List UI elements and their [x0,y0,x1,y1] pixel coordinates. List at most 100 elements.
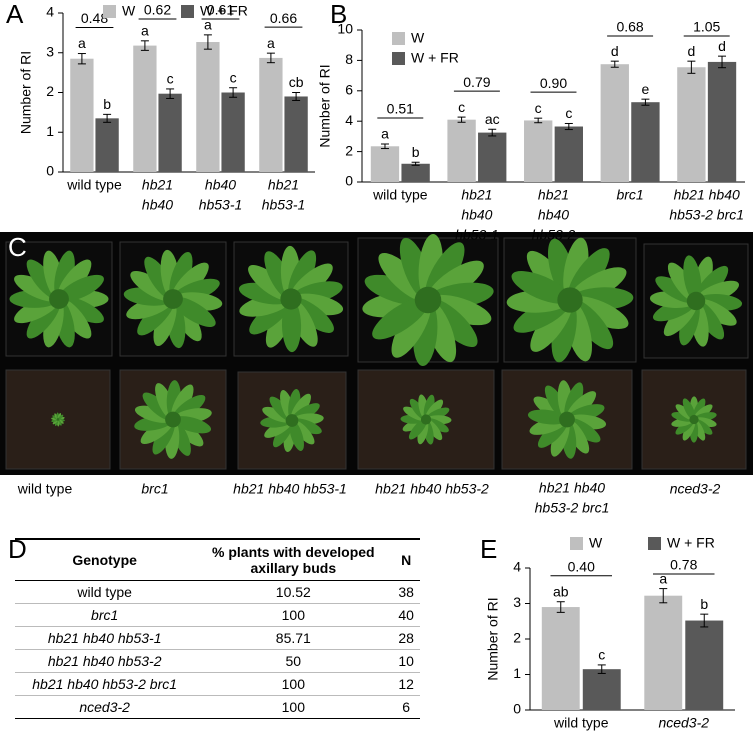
table-cell: hb21 hb40 hb53-1 [15,626,195,650]
rosette-center [557,287,583,313]
rosette-center [414,286,442,314]
ratio-label: 0.68 [616,19,643,35]
y-tick-label: 4 [513,559,521,575]
x-tick-label: hb53-2 brc1 [669,207,744,223]
legend-swatch [570,537,583,550]
leaf [58,274,104,302]
bar [70,58,94,172]
error-bar [687,60,696,74]
y-tick-label: 0 [345,173,353,189]
y-tick-label: 2 [345,142,353,158]
rosette-center [56,418,60,421]
y-tick-label: 6 [345,82,353,98]
table-row: nced3-2 100 6 [15,695,420,719]
significance-letter: a [267,35,275,51]
legend-label: W + FR [200,3,248,19]
y-tick-label: 1 [46,123,54,139]
error-bar [166,88,175,99]
bar [582,669,621,710]
genotype-table: Genotype% plants with developed axillary… [15,538,420,719]
significance-letter: d [611,43,619,59]
significance-letter: c [598,647,605,663]
legend-swatch [103,5,116,18]
y-axis-label: Number of RI [18,51,34,134]
bar [196,42,220,172]
y-axis-label: Number of RI [317,64,333,147]
table-header: Genotype% plants with developed axillary… [15,538,420,581]
significance-letter: cb [289,74,304,90]
ratio-label: 0.61 [207,2,234,18]
panel-label: C [8,232,27,262]
bar [707,61,737,182]
table-cell: 28 [392,626,420,650]
bar [133,45,157,172]
ratio-label: 0.40 [568,558,595,574]
leaf [372,297,429,340]
table-row: hb21 hb40 hb53-2 brc1 100 12 [15,672,420,696]
x-tick-label: hb40 [205,177,236,193]
leaf [281,298,302,353]
significance-letter: a [141,23,149,39]
bar [631,102,660,182]
x-tick-label: hb21 [268,177,299,193]
rosette-center [420,414,432,425]
significance-letter: b [103,96,111,112]
error-bar [718,55,727,69]
legend-swatch [392,32,405,45]
legend-label: W [122,3,136,19]
table-row: brc1 100 40 [15,603,420,627]
photo-label: hb53-2 brc1 [535,500,610,516]
bar [600,64,629,182]
table-cell: hb21 hb40 hb53-2 brc1 [15,672,195,696]
ratio-label: 0.90 [540,75,567,91]
y-tick-label: 0 [513,701,521,717]
significance-letter: c [565,105,572,121]
table-cell: nced3-2 [15,695,195,719]
legend-swatch [181,5,194,18]
bar [541,607,580,710]
bar [95,118,119,172]
leaf [57,414,64,420]
rosette-center [163,289,183,309]
x-tick-label: wild type [66,177,122,193]
bar [644,595,683,710]
rosette-center [686,291,706,311]
bar [685,620,724,710]
x-tick-label: hb53-2 [532,227,576,243]
table-cell: hb21 hb40 hb53-2 [15,649,195,673]
y-tick-label: 4 [46,4,54,20]
header-cell: N [392,538,420,581]
x-tick-label: hb21 hb40 [674,187,740,203]
y-tick-label: 2 [46,83,54,99]
error-bar [610,60,619,68]
error-bar [203,34,212,50]
rosette-center [49,289,69,309]
significance-letter: c [458,99,465,115]
significance-letter: b [700,596,708,612]
error-bar [292,92,301,101]
significance-letter: b [412,144,420,160]
leaf [408,419,427,440]
leaf [172,416,212,434]
photo-label: brc1 [141,481,168,497]
x-tick-label: hb40 [538,207,569,223]
photo-label: wild type [17,481,73,497]
panel-label: B [330,0,347,29]
error-bar [700,613,709,628]
legend-label: W [589,535,603,551]
x-tick-label: hb53-1 [199,197,243,213]
legend-label: W [411,30,425,46]
significance-letter: a [381,126,389,142]
x-tick-label: brc1 [616,187,643,203]
bar [554,126,583,182]
significance-letter: a [659,570,667,586]
bar [447,119,476,182]
ratio-label: 0.62 [144,2,171,18]
bar [478,132,507,182]
significance-letter: d [687,43,695,59]
photo-label: nced3-2 [670,481,721,497]
error-bar [534,117,543,124]
header-cell: % plants with developed axillary buds [194,538,393,581]
significance-letter: c [535,100,542,116]
